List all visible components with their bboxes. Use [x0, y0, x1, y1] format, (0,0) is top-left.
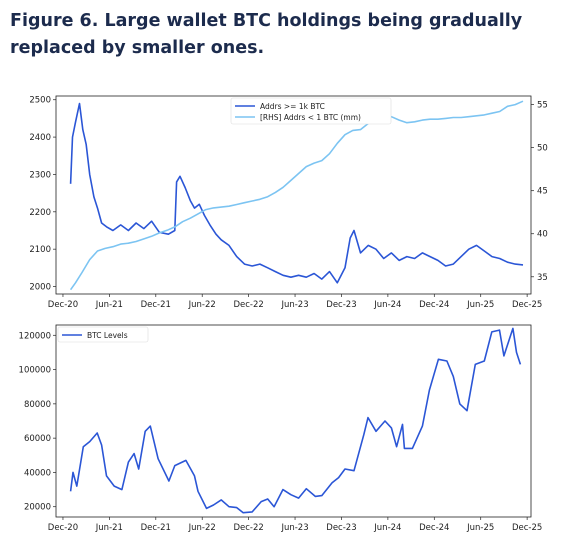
y-tick-label: 20000 — [24, 503, 51, 513]
y-tick-label: 120000 — [19, 331, 51, 341]
x-tick-label: Jun-23 — [280, 523, 308, 533]
top-chart-panel: Dec-20 Jun-21 Dec-21 Jun-22 Dec-22 Jun-23 Dec-… — [29, 95, 548, 310]
y2-tick-label: 35 — [537, 273, 548, 283]
x-tick-label: Dec-23 — [326, 300, 356, 310]
x-tick-label: Jun-22 — [188, 523, 216, 533]
x-tick-label: Jun-25 — [466, 300, 494, 310]
y2-tick-label: 45 — [537, 187, 548, 197]
legend-box — [230, 97, 392, 125]
x-tick-label: Jun-24 — [373, 523, 401, 533]
legend: BTC Levels — [57, 326, 149, 343]
legend-label: BTC Levels — [87, 331, 128, 340]
x-tick-label: Jun-22 — [188, 300, 216, 310]
x-tick-label: Dec-22 — [233, 300, 263, 310]
x-tick-label: Dec-24 — [419, 523, 449, 533]
y-tick-label: 2000 — [29, 283, 51, 293]
x-tick-label: Dec-25 — [512, 300, 542, 310]
plot-frame — [55, 324, 532, 518]
figure-title: Figure 6. Large wallet BTC holdings bein… — [10, 11, 523, 58]
x-tick-label: Jun-25 — [466, 523, 494, 533]
x-tick-label: Dec-24 — [419, 300, 449, 310]
series-line-2 — [69, 100, 524, 291]
plot-frame — [55, 95, 532, 295]
y-tick-label: 2100 — [29, 245, 51, 255]
x-tick-label: Jun-21 — [95, 523, 123, 533]
series-line-1 — [69, 102, 524, 284]
x-tick-label: Jun-21 — [95, 300, 123, 310]
y-tick-label: 60000 — [24, 434, 51, 444]
x-tick-label: Dec-21 — [141, 523, 171, 533]
x-tick-label: Dec-20 — [48, 523, 78, 533]
x-tick-label: Dec-20 — [48, 300, 78, 310]
x-tick-label: Jun-24 — [373, 300, 401, 310]
legend: Addrs >= 1k BTC [RHS] Addrs < 1 BTC (mm) — [230, 97, 392, 125]
legend-box — [57, 326, 149, 343]
y-tick-label: 80000 — [24, 400, 51, 410]
series-line-1 — [69, 327, 522, 514]
bottom-chart-panel: Dec-20 Jun-21 Dec-21 Jun-22 Dec-22 Jun-23 Dec-… — [19, 324, 542, 533]
y2-tick-label: 50 — [537, 144, 548, 154]
x-tick-label: Jun-23 — [280, 300, 308, 310]
y-tick-label: 2300 — [29, 170, 51, 180]
x-tick-label: Dec-23 — [326, 523, 356, 533]
legend-label: [RHS] Addrs < 1 BTC (mm) — [260, 113, 361, 122]
y-tick-label: 100000 — [19, 366, 51, 376]
y-tick-label: 2400 — [29, 133, 51, 143]
x-tick-label: Dec-21 — [141, 300, 171, 310]
legend-label: Addrs >= 1k BTC — [260, 102, 325, 111]
y-tick-label: 40000 — [24, 468, 51, 478]
x-tick-label: Dec-22 — [233, 523, 263, 533]
y2-tick-label: 55 — [537, 101, 548, 111]
y-tick-label: 2500 — [29, 96, 51, 106]
y-tick-label: 2200 — [29, 208, 51, 218]
y2-tick-label: 40 — [537, 230, 548, 240]
x-tick-label: Dec-25 — [512, 523, 542, 533]
